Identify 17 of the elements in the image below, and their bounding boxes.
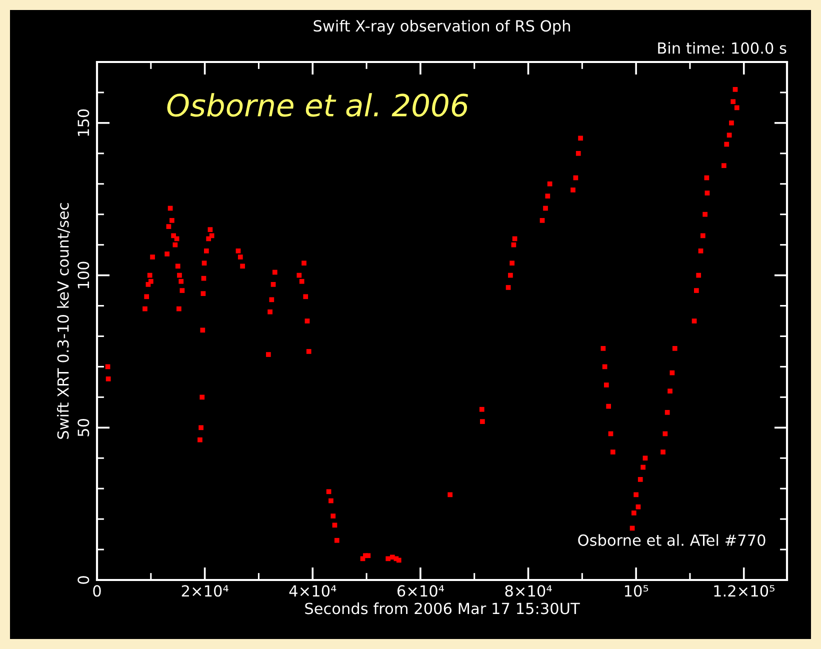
y-tick-label: 150 [78, 109, 90, 136]
x-tick-label: 1.2×10⁵ [714, 585, 774, 597]
annotation: Osborne et al. 2006 [167, 93, 468, 117]
x-tick-label: 2×10⁴ [182, 585, 228, 597]
chart-title: Swift X-ray observation of RS Oph [314, 20, 570, 35]
x-tick-label: 8×10⁴ [505, 585, 552, 597]
y-tick-label: 50 [78, 418, 90, 436]
y-tick-label: 100 [78, 262, 90, 288]
x-tick-label: 10⁵ [624, 585, 648, 597]
x-axis-title: Seconds from 2006 Mar 17 15:30UT [305, 602, 580, 614]
annotation: Osborne et al. ATel #770 [578, 534, 766, 546]
y-tick-label: 0 [78, 576, 90, 584]
x-tick-label: 6×10⁴ [397, 585, 444, 597]
text: Bin time: 100.0 s [658, 42, 786, 54]
x-tick-label: 4×10⁴ [289, 585, 336, 597]
x-tick-label: 0 [93, 585, 101, 597]
y-axis-title: Swift XRT 0.3-10 keV count/sec [57, 203, 70, 439]
